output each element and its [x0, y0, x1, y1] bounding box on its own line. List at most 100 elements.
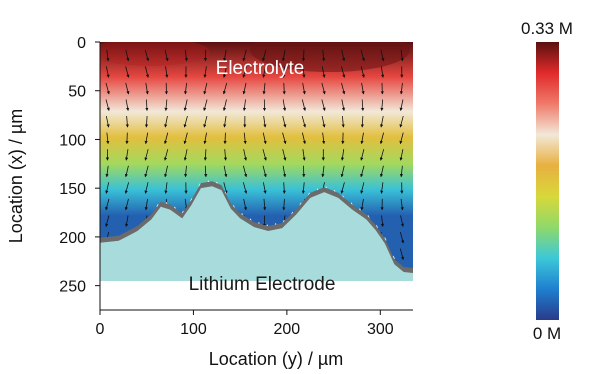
flux-arrow: [164, 165, 168, 178]
flux-arrow: [282, 115, 287, 128]
flux-arrow: [105, 198, 110, 211]
flux-arrow: [243, 149, 247, 161]
flux-arrow: [105, 182, 110, 194]
flux-arrow: [302, 66, 306, 78]
x-tick-label: 0: [96, 321, 105, 338]
flux-arrow: [399, 165, 404, 178]
flux-arrow: [243, 198, 247, 211]
flux-arrow: [282, 99, 287, 112]
flux-arrow: [183, 99, 188, 112]
flux-arrow: [380, 66, 385, 78]
flux-arrow: [144, 198, 148, 211]
flux-arrow: [242, 49, 247, 62]
flux-arrow: [184, 82, 188, 95]
flux-arrow: [203, 149, 207, 161]
colorbar: [536, 42, 559, 320]
flux-arrow: [399, 248, 405, 261]
flux-arrow: [145, 99, 149, 112]
flux-arrow: [360, 49, 365, 62]
flux-arrow: [203, 82, 208, 95]
flux-arrow: [144, 149, 149, 161]
flux-arrow: [242, 66, 247, 78]
flux-arrow: [321, 99, 326, 112]
flux-arrow: [361, 82, 365, 95]
flux-arrow: [203, 66, 207, 78]
flux-arrow: [105, 215, 110, 227]
y-tick-label: 200: [59, 230, 86, 247]
x-axis-ticks: 0 100 200 300: [96, 310, 394, 338]
flux-arrow: [165, 66, 169, 78]
flux-arrow: [341, 82, 346, 95]
flux-arrow: [183, 132, 188, 145]
flux-arrow: [301, 49, 306, 62]
flux-arrow: [144, 66, 149, 78]
flux-arrow: [243, 132, 247, 145]
y-axis-ticks: 0 50 100 150 200 250: [59, 35, 100, 296]
flux-arrow: [262, 66, 266, 78]
colorbar-max-label: 0.33 M: [521, 19, 573, 38]
plot-area: [100, 42, 413, 281]
flux-arrow: [380, 49, 385, 62]
flux-arrow: [125, 49, 130, 62]
flux-arrow: [341, 99, 346, 112]
flux-arrow: [164, 115, 168, 128]
flux-arrow: [144, 165, 149, 178]
flux-arrow: [360, 149, 365, 161]
flux-arrow: [164, 99, 168, 112]
flux-arrow: [322, 49, 326, 62]
flux-arrow: [400, 198, 404, 211]
flux-arrow: [301, 99, 306, 112]
x-axis-label: Location (y) / µm: [209, 349, 343, 369]
flux-arrow: [399, 132, 404, 145]
colorbar-min-label: 0 M: [533, 324, 561, 343]
flux-arrow: [341, 66, 346, 78]
flux-arrow: [105, 99, 110, 112]
flux-arrow: [302, 82, 306, 95]
y-tick-label: 100: [59, 132, 86, 149]
flux-arrow: [242, 82, 247, 95]
flux-arrow: [124, 182, 129, 194]
flux-arrow: [222, 99, 227, 112]
flux-arrow: [322, 132, 326, 145]
flux-arrow: [223, 165, 228, 178]
flux-arrow: [164, 149, 169, 161]
lithium-electrode: [100, 186, 413, 281]
flux-arrow: [125, 99, 130, 112]
flux-arrow: [106, 132, 110, 145]
flux-arrow: [144, 182, 149, 194]
flux-arrow: [341, 116, 345, 128]
flux-arrow: [321, 165, 325, 178]
flux-arrow: [164, 132, 169, 145]
flux-arrow: [242, 165, 248, 178]
flux-arrow: [282, 66, 286, 78]
flux-arrow: [184, 49, 188, 62]
flux-arrow: [360, 66, 365, 78]
flux-arrow: [301, 182, 306, 194]
flux-arrow: [360, 182, 365, 194]
flux-arrow: [340, 165, 345, 178]
flux-arrow: [242, 182, 248, 194]
flux-arrow: [262, 182, 267, 194]
flux-arrow: [184, 165, 188, 178]
flux-arrow: [302, 132, 306, 145]
flux-arrow: [164, 49, 169, 62]
flux-arrow: [282, 165, 287, 178]
y-axis-label: Location (x) / µm: [6, 109, 26, 243]
flux-arrow: [360, 132, 364, 145]
flux-arrow: [125, 66, 130, 78]
flux-arrow: [380, 215, 385, 227]
region-label-electrode: Lithium Electrode: [189, 274, 336, 295]
flux-arrow: [262, 165, 267, 178]
flux-arrow: [262, 149, 267, 161]
flux-arrow: [144, 132, 149, 145]
y-tick-label: 0: [77, 35, 86, 52]
flux-arrow: [360, 116, 364, 128]
flux-arrow: [379, 132, 384, 145]
flux-arrow: [203, 132, 207, 145]
flux-arrow: [124, 165, 129, 178]
flux-arrow: [341, 49, 346, 62]
flux-arrow: [360, 198, 364, 211]
flux-arrow: [144, 116, 149, 128]
flux-arrow: [125, 116, 129, 128]
region-label-electrolyte: Electrolyte: [216, 58, 305, 79]
